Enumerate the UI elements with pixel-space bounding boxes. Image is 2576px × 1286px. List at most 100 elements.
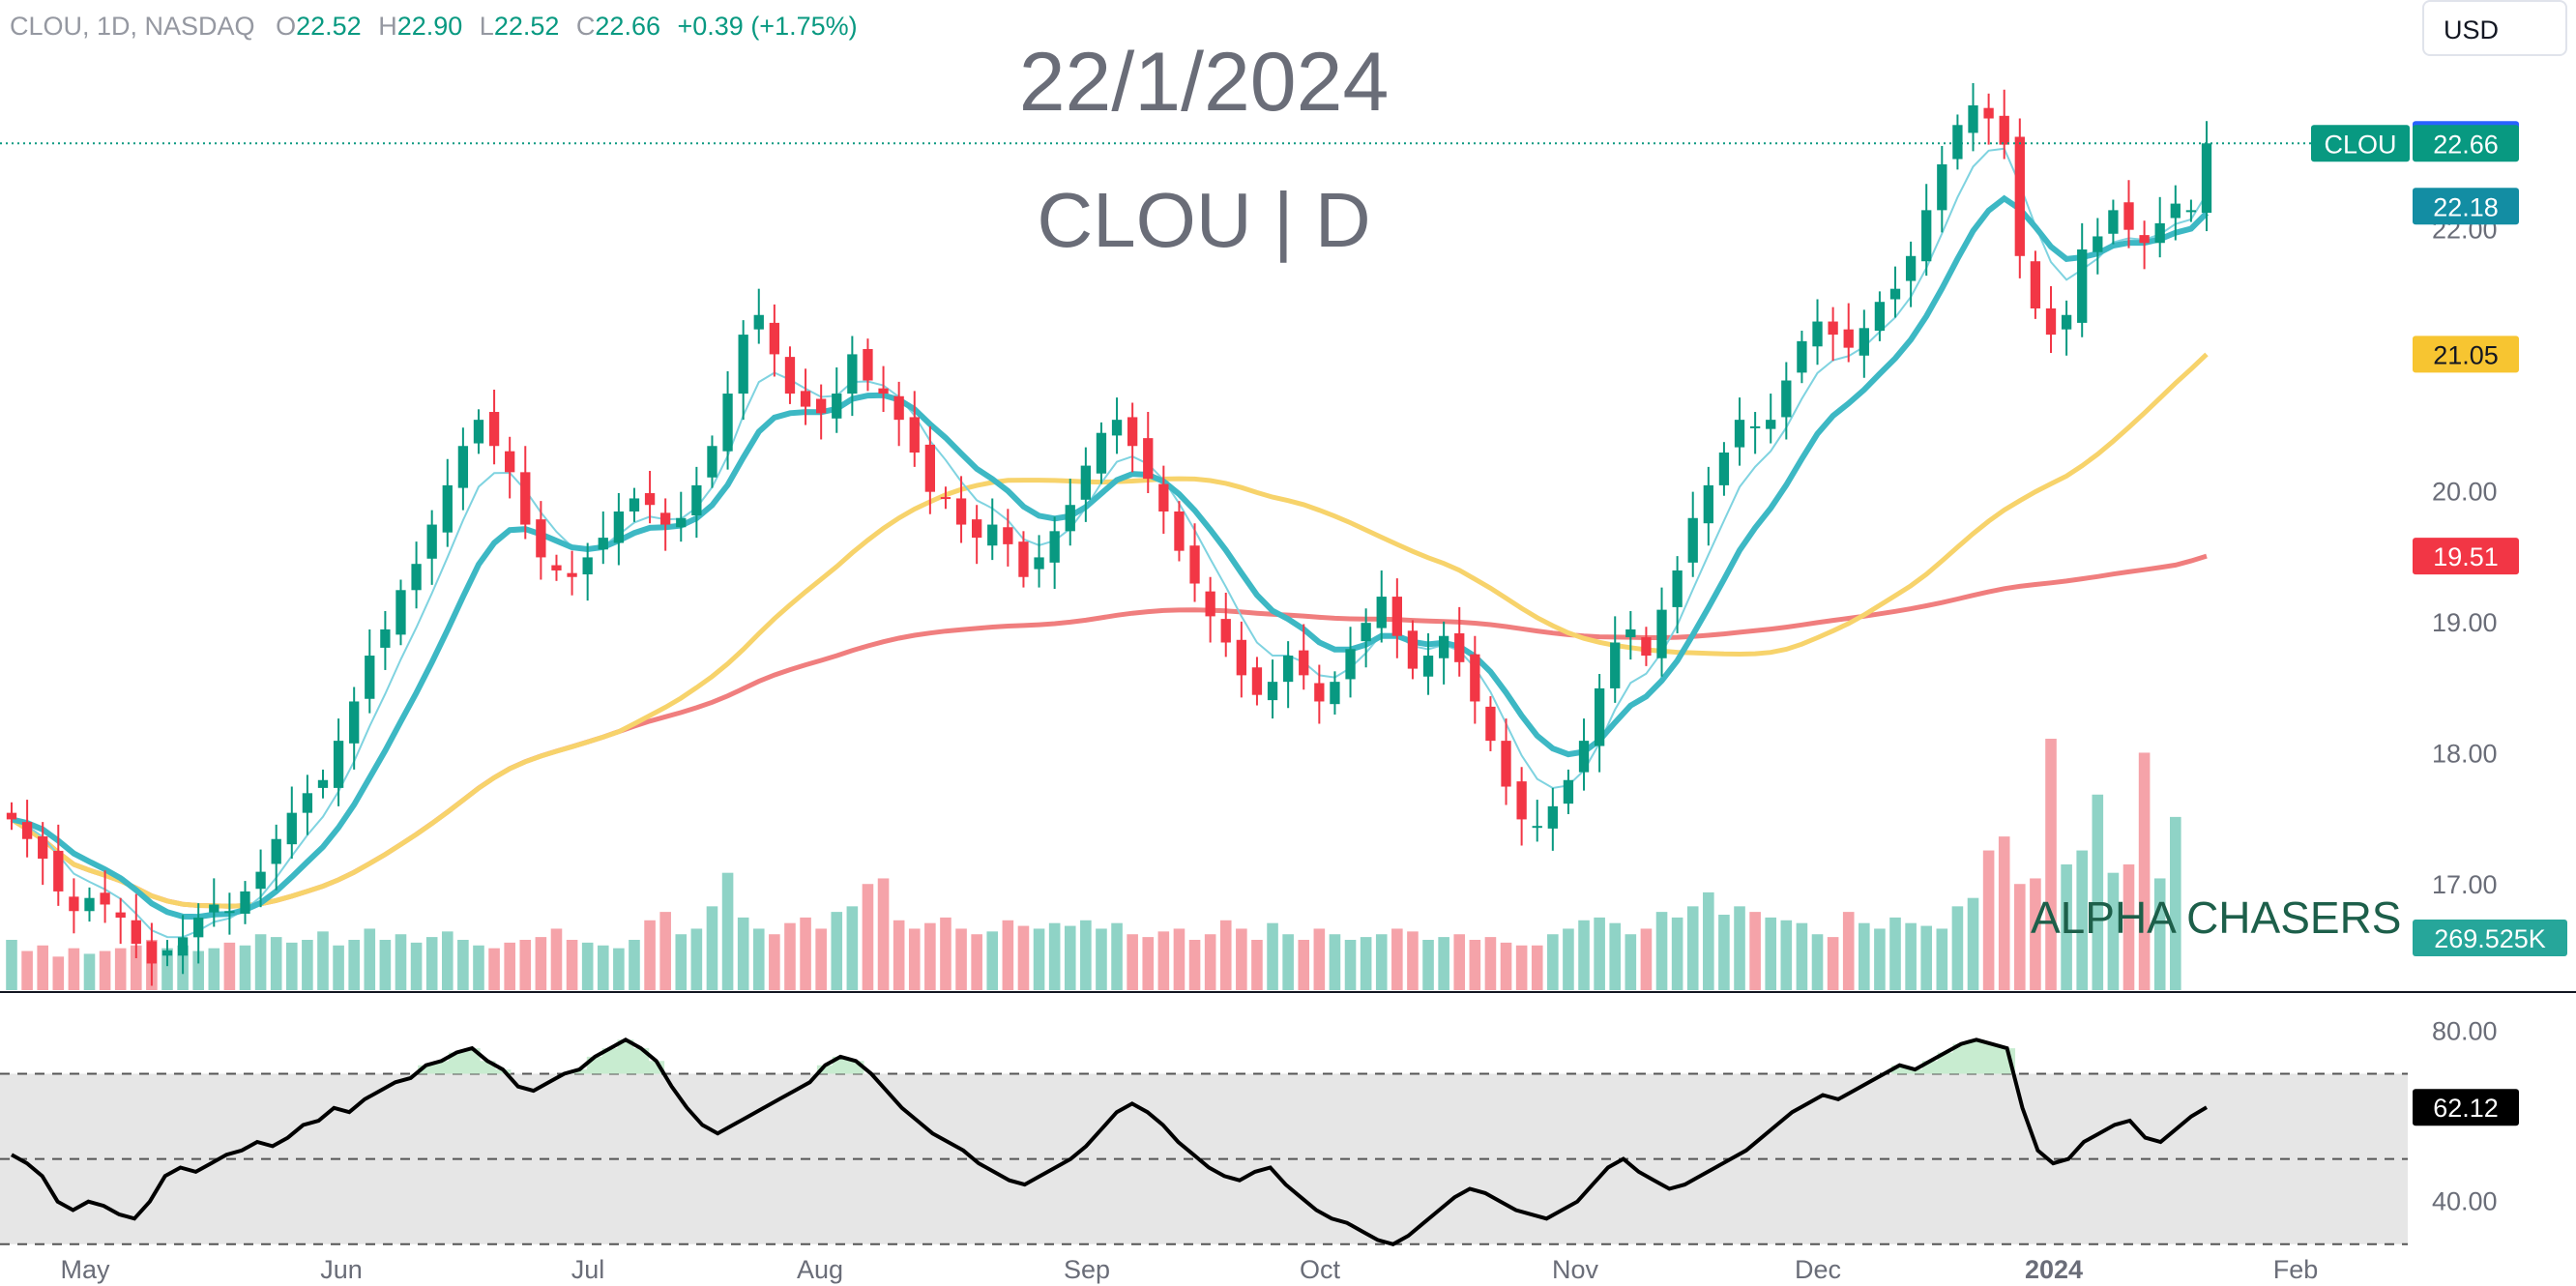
watermark-symbol: CLOU | D <box>1037 177 1371 263</box>
candle <box>426 510 437 585</box>
candle <box>536 501 546 580</box>
candle-body <box>255 871 266 890</box>
candle <box>1641 627 1652 666</box>
candle <box>738 320 748 421</box>
volume-bar <box>1703 891 1714 990</box>
volume-bar <box>2092 794 2104 990</box>
candle-body <box>1921 210 1932 262</box>
candle-body <box>1251 667 1263 695</box>
candle <box>161 940 173 967</box>
candle-body <box>1532 826 1542 829</box>
candle <box>2108 199 2119 245</box>
candle <box>1143 412 1154 494</box>
candle <box>411 541 422 609</box>
volume-bar <box>425 937 438 990</box>
volume-bar <box>1313 928 1326 990</box>
candle-body <box>177 937 189 956</box>
candle <box>1516 767 1527 846</box>
time-axis-label: Sep <box>1064 1255 1110 1284</box>
time-axis-label: Jul <box>571 1255 605 1284</box>
candle-body <box>1718 453 1730 485</box>
candle <box>1703 466 1713 546</box>
candle <box>1718 442 1730 496</box>
candle <box>800 368 811 425</box>
time-axis-label: Oct <box>1300 1255 1341 1284</box>
volume-bar <box>239 945 251 990</box>
candle-body <box>1766 420 1776 429</box>
watermark-date: 22/1/2024 <box>1018 36 1390 129</box>
symbol-tag-text: CLOU <box>2324 130 2396 159</box>
volume-bar <box>2030 878 2041 990</box>
candle <box>224 892 235 935</box>
candle <box>1952 114 1963 170</box>
volume-bar <box>395 934 407 990</box>
candle-body <box>53 850 64 891</box>
candle <box>209 878 220 927</box>
candle-body <box>660 512 671 525</box>
candle-body <box>1843 329 1854 348</box>
candle-body <box>629 498 640 511</box>
volume-bar <box>2122 864 2135 990</box>
volume-label-text: 269.525K <box>2434 924 2546 953</box>
candle <box>2014 118 2025 278</box>
volume-bar <box>769 934 780 990</box>
volume-bar <box>1096 928 1107 990</box>
volume-bar <box>535 937 547 990</box>
volume-bar <box>333 945 344 990</box>
candle <box>255 849 266 908</box>
volume-bar <box>519 940 532 990</box>
candle-body <box>738 335 748 395</box>
legend-high-value: 22.90 <box>396 12 463 41</box>
legend-high-label: H <box>378 12 397 41</box>
volume-bar <box>2153 878 2166 990</box>
volume-bar <box>348 940 360 990</box>
candle <box>644 470 656 524</box>
volume-bar <box>1484 937 1497 990</box>
volume-bar <box>800 917 811 990</box>
volume-bar <box>1500 942 1512 990</box>
volume-bar <box>1594 917 1605 990</box>
legend-symbol[interactable]: CLOU, 1D, NASDAQ <box>10 12 255 41</box>
volume-bar <box>2061 864 2072 990</box>
candle-body <box>1859 328 1869 356</box>
candle <box>847 336 858 417</box>
candle <box>753 288 764 344</box>
candle-body <box>442 484 453 533</box>
candle-body <box>1330 682 1340 705</box>
candle <box>115 897 126 945</box>
candle <box>21 800 33 858</box>
candle <box>691 466 702 539</box>
volume-bar <box>208 948 220 990</box>
volume-bar <box>285 942 298 990</box>
volume-bar <box>1734 906 1745 990</box>
currency-button[interactable]: USD <box>2422 0 2567 56</box>
volume-bar <box>690 928 703 990</box>
candle-body <box>488 412 500 447</box>
candle-body <box>1687 517 1698 563</box>
ohlc-legend: CLOU, 1D, NASDAQ O22.52 H22.90 L22.52 C2… <box>10 12 858 42</box>
candle-body <box>1470 654 1480 702</box>
candle-body <box>2030 261 2041 308</box>
candle <box>146 922 158 986</box>
volume-bar <box>1219 920 1232 990</box>
volume-bar <box>721 872 734 990</box>
volume-bar <box>1640 928 1653 990</box>
candle-body <box>1438 635 1449 658</box>
volume-bar <box>706 906 718 990</box>
candle-body <box>1096 432 1107 474</box>
candle-body <box>847 354 858 395</box>
candle-body <box>909 417 920 453</box>
candle-body <box>1065 505 1075 532</box>
volume-bar <box>1142 937 1155 990</box>
volume-bar <box>1982 850 1995 990</box>
volume-bar <box>1375 934 1388 990</box>
candle-body <box>2108 210 2119 234</box>
candle <box>1983 93 1994 145</box>
candle <box>38 822 48 886</box>
ema-short-line <box>11 147 2208 939</box>
time-axis-label: 2024 <box>2025 1255 2083 1284</box>
candle-body <box>707 446 717 478</box>
candle-body <box>863 348 873 381</box>
time-axis-label: May <box>60 1255 110 1284</box>
